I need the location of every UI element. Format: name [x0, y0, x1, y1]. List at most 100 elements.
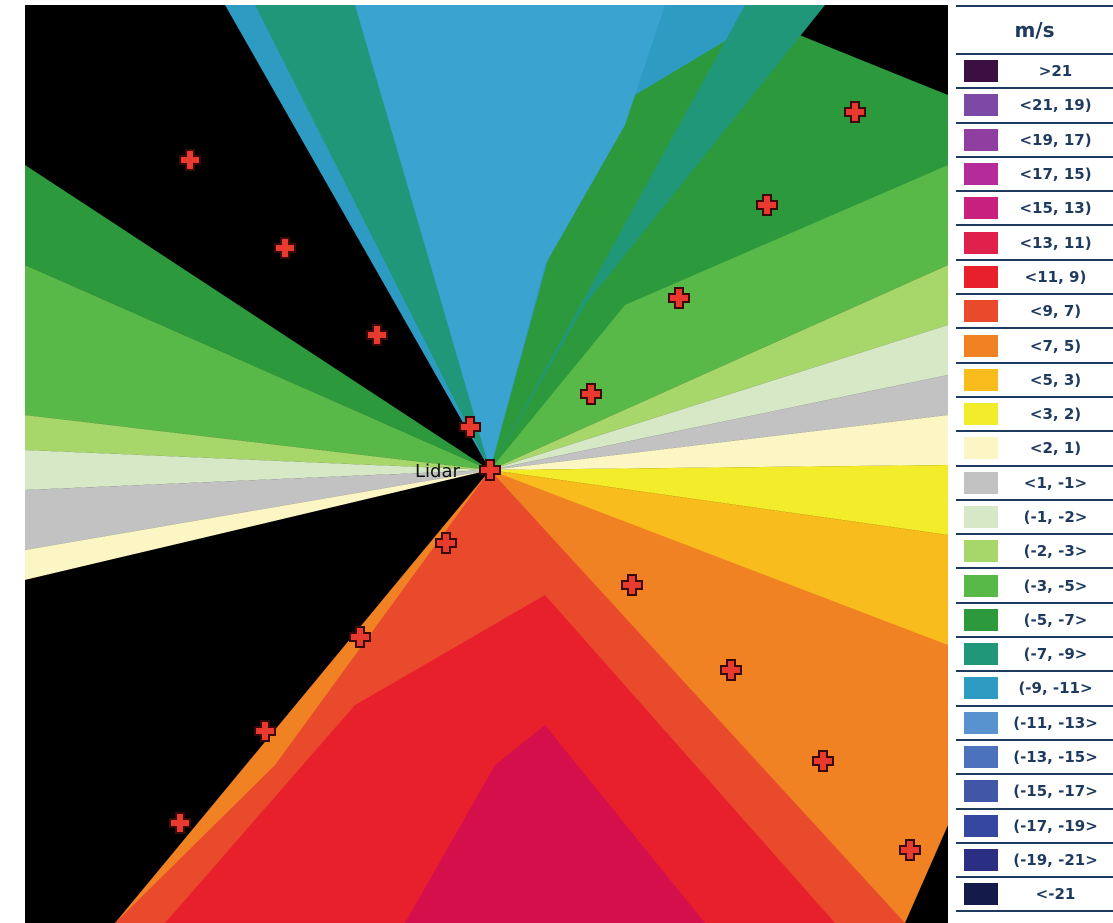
- legend-swatch: [964, 780, 998, 803]
- legend-swatch: [964, 368, 998, 391]
- sector-lightgreen-ne: [490, 265, 948, 470]
- no-data-wedge-sw: [25, 470, 490, 923]
- velocity-field: Lidar: [25, 5, 948, 923]
- legend-swatch: [964, 540, 998, 563]
- measurement-marker-icon: [812, 750, 834, 772]
- legend-row: <19, 17): [956, 124, 1113, 158]
- legend-row: (-15, -17>: [956, 775, 1113, 810]
- legend-swatch: [964, 848, 998, 871]
- sector-green-ne: [490, 165, 948, 470]
- legend-swatch: [964, 231, 998, 254]
- sector-crimson-s: [405, 725, 705, 923]
- measurement-marker-icon: [668, 287, 690, 309]
- sector-palegreen-w: [25, 450, 490, 490]
- legend-row: <-21: [956, 878, 1113, 913]
- legend-row: <2, 1): [956, 432, 1113, 467]
- legend-row: (-2, -3>: [956, 535, 1113, 570]
- measurement-marker-icon: [274, 237, 296, 259]
- measurement-marker-icon: [179, 149, 201, 171]
- sector-red-s: [165, 595, 835, 923]
- legend-row: <7, 5): [956, 329, 1113, 364]
- legend-swatch: [964, 471, 998, 494]
- sector-blue-n: [355, 5, 665, 470]
- legend-swatch: [964, 265, 998, 288]
- sector-yellow-e: [490, 465, 948, 535]
- legend-label: <1, -1>: [1023, 473, 1088, 492]
- legend-label: <21, 19): [1019, 96, 1092, 115]
- measurement-marker-icon: [621, 574, 643, 596]
- legend-row: (-3, -5>: [956, 569, 1113, 604]
- legend-swatch: [964, 814, 998, 837]
- lidar-label: Lidar: [415, 461, 460, 482]
- legend-row: (-7, -9>: [956, 638, 1113, 673]
- legend-row: >21: [956, 55, 1113, 90]
- no-data-wedge-nw: [25, 5, 490, 470]
- legend-swatch: [964, 94, 998, 117]
- measurement-marker-icon: [349, 626, 371, 648]
- legend-label: <17, 15): [1019, 165, 1092, 184]
- legend-row: <21, 19): [956, 89, 1113, 124]
- legend-row: <3, 2): [956, 398, 1113, 433]
- legend-row: (-9, -11>: [956, 672, 1113, 707]
- legend-swatch: [964, 746, 998, 769]
- legend-label: <3, 2): [1029, 405, 1082, 424]
- legend-row: (-1, -2>: [956, 501, 1113, 536]
- measurement-marker-icon: [366, 324, 388, 346]
- legend-label: (-2, -3>: [1023, 542, 1088, 561]
- legend-swatch: [964, 677, 998, 700]
- measurement-marker-icon: [580, 383, 602, 405]
- legend-swatch: [964, 711, 998, 734]
- legend-label: <7, 5): [1029, 336, 1082, 355]
- legend-swatch: [964, 574, 998, 597]
- legend-swatch: [964, 197, 998, 220]
- sector-cream-e: [490, 415, 948, 470]
- legend-swatch: [964, 437, 998, 460]
- measurement-marker-icon: [169, 812, 191, 834]
- legend-row: (-17, -19>: [956, 810, 1113, 844]
- legend-label: <2, 1): [1029, 439, 1082, 458]
- legend-swatch: [964, 643, 998, 666]
- legend-label: (-5, -7>: [1023, 610, 1088, 629]
- legend-row: (-11, -13>: [956, 707, 1113, 741]
- legend-label: >21: [1038, 62, 1073, 81]
- legend-label: (-15, -17>: [1013, 782, 1098, 801]
- legend-row: <5, 3): [956, 364, 1113, 398]
- legend-row: (-13, -15>: [956, 741, 1113, 776]
- legend-swatch: [964, 403, 998, 426]
- measurement-marker-icon: [254, 720, 276, 742]
- legend-label: <15, 13): [1019, 199, 1092, 218]
- legend-label: <5, 3): [1029, 370, 1082, 389]
- marker-group: [169, 101, 921, 861]
- legend-row: (-5, -7>: [956, 604, 1113, 639]
- sector-teal-nnw: [255, 5, 490, 470]
- legend-label: (-1, -2>: [1023, 508, 1088, 526]
- legend-label: (-17, -19>: [1013, 816, 1098, 835]
- legend-row: <11, 9): [956, 261, 1113, 296]
- legend-swatch: [964, 128, 998, 151]
- legend-swatch: [964, 608, 998, 631]
- sector-gray-e: [490, 375, 948, 470]
- legend-swatch: [964, 883, 998, 906]
- sector-dark-green-w: [25, 165, 490, 470]
- measurement-marker-icon: [756, 194, 778, 216]
- legend-row: <1, -1>: [956, 467, 1113, 501]
- legend-label: <9, 7): [1029, 302, 1082, 321]
- legend-swatch: [964, 300, 998, 323]
- legend-label: (-3, -5>: [1023, 576, 1088, 595]
- legend-swatch: [964, 334, 998, 357]
- legend-label: <13, 11): [1019, 233, 1092, 252]
- measurement-marker-icon: [459, 416, 481, 438]
- legend-label: (-11, -13>: [1013, 713, 1098, 732]
- legend-row: <9, 7): [956, 295, 1113, 330]
- legend-swatch: [964, 506, 998, 528]
- legend-label: <-21: [1035, 885, 1076, 904]
- legend-label: (-19, -21>: [1013, 850, 1098, 869]
- legend-unit: m/s: [956, 5, 1113, 55]
- no-data-corner-se: [905, 825, 948, 923]
- measurement-marker-icon: [720, 659, 742, 681]
- sector-lightgreen-w: [25, 415, 490, 470]
- legend-label: (-7, -9>: [1023, 645, 1088, 664]
- legend-label: (-13, -15>: [1013, 748, 1098, 767]
- sector-green-w: [25, 265, 490, 470]
- legend-row: <13, 11): [956, 226, 1113, 261]
